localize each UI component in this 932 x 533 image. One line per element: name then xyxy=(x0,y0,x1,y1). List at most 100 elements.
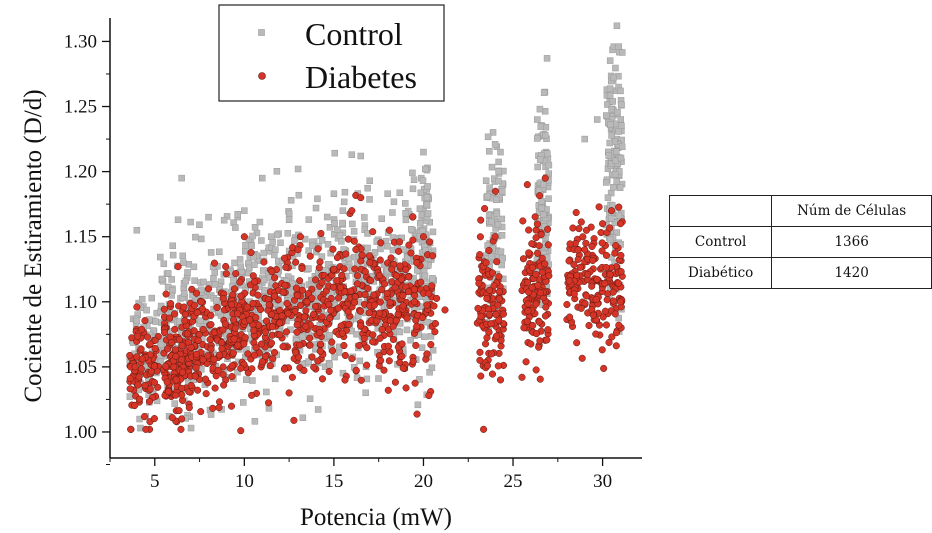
diabetes-point xyxy=(418,314,426,322)
control-point xyxy=(248,242,255,249)
control-point xyxy=(410,176,418,183)
control-point xyxy=(538,204,545,212)
diabetes-point xyxy=(300,313,308,321)
diabetes-point xyxy=(178,384,186,392)
diabetes-point xyxy=(482,259,490,267)
control-point xyxy=(261,287,268,294)
diabetes-point xyxy=(163,378,171,386)
diabetes-point xyxy=(409,357,417,365)
diabetes-point xyxy=(389,322,397,330)
control-point xyxy=(536,105,544,113)
control-point xyxy=(242,241,249,249)
diabetes-point xyxy=(357,376,365,384)
y-tick-label: 1.25 xyxy=(64,97,97,118)
control-point xyxy=(180,290,188,297)
diabetes-point xyxy=(385,357,393,365)
diabetes-point xyxy=(396,358,404,367)
diabetes-point xyxy=(425,238,434,246)
diabetes-point xyxy=(353,272,361,280)
control-point xyxy=(340,198,348,206)
control-point xyxy=(423,201,431,209)
diabetes-point xyxy=(218,345,226,353)
control-point xyxy=(610,184,617,191)
diabetes-point xyxy=(612,342,620,350)
control-point xyxy=(305,216,313,223)
diabetes-point xyxy=(519,255,528,263)
diabetes-point xyxy=(126,374,134,383)
diabetes-point xyxy=(431,320,440,328)
control-point xyxy=(190,263,198,271)
diabetes-point xyxy=(318,278,326,286)
diabetes-point xyxy=(566,313,574,321)
control-point xyxy=(287,196,295,204)
diabetes-point xyxy=(573,339,581,347)
diabetes-point xyxy=(608,333,616,341)
x-axis-title: Potencia (mW) xyxy=(300,504,452,531)
diabetes-point xyxy=(536,375,544,383)
diabetes-point xyxy=(150,378,158,386)
control-point xyxy=(422,165,429,173)
diabetes-point xyxy=(376,298,384,306)
diabetes-point xyxy=(340,265,348,273)
diabetes-point xyxy=(137,365,145,373)
control-point xyxy=(169,251,177,259)
diabetes-point xyxy=(544,225,552,233)
diabetes-point xyxy=(570,261,578,269)
diabetes-point xyxy=(316,258,324,266)
diabetes-point xyxy=(326,314,334,322)
control-point xyxy=(424,183,431,190)
control-point xyxy=(236,256,244,263)
diabetes-point xyxy=(536,192,544,200)
diabetes-point xyxy=(194,386,202,394)
control-point xyxy=(613,178,620,185)
control-point xyxy=(299,414,307,422)
control-point xyxy=(269,238,276,246)
control-point xyxy=(418,344,426,351)
diabetes-point xyxy=(377,239,385,247)
legend-control-marker xyxy=(258,29,265,36)
diabetes-point xyxy=(483,295,491,303)
diabetes-point xyxy=(476,251,484,259)
diabetes-point xyxy=(535,242,543,250)
diabetes-point xyxy=(386,348,394,356)
diabetes-point xyxy=(396,262,404,270)
control-point xyxy=(611,170,619,178)
diabetes-point xyxy=(237,427,245,435)
diabetes-point xyxy=(356,307,365,315)
diabetes-point xyxy=(402,266,410,274)
diabetes-point xyxy=(199,325,207,334)
diabetes-point xyxy=(480,425,488,433)
x-ticks: 5 10 15 20 25 30 xyxy=(109,458,612,492)
diabetes-point xyxy=(219,363,227,371)
control-point xyxy=(378,215,385,222)
diabetes-point xyxy=(292,348,300,356)
control-point xyxy=(607,121,614,128)
diabetes-point xyxy=(474,304,482,312)
control-point xyxy=(416,376,423,383)
diabetes-point xyxy=(532,366,540,374)
control-point xyxy=(402,210,409,217)
diabetes-point xyxy=(528,284,536,292)
diabetes-point xyxy=(398,352,406,360)
control-point xyxy=(333,226,341,233)
control-point xyxy=(314,195,321,203)
control-point xyxy=(606,85,614,92)
control-point xyxy=(484,133,492,141)
diabetes-point xyxy=(314,357,322,365)
diabetes-point xyxy=(405,273,413,281)
diabetes-point xyxy=(220,381,228,389)
diabetes-point xyxy=(213,303,221,312)
diabetes-point xyxy=(333,277,341,285)
diabetes-point xyxy=(207,321,215,329)
diabetes-point xyxy=(599,220,607,228)
diabetes-point xyxy=(281,281,289,289)
diabetes-point xyxy=(602,321,610,329)
diabetes-point xyxy=(393,272,401,280)
diabetes-point xyxy=(146,340,154,348)
diabetes-point xyxy=(214,367,222,375)
control-point xyxy=(537,123,545,130)
table-row-value: 1420 xyxy=(771,257,932,289)
diabetes-point xyxy=(541,260,549,268)
y-tick-label: 1.00 xyxy=(64,422,97,443)
control-point xyxy=(607,215,615,222)
